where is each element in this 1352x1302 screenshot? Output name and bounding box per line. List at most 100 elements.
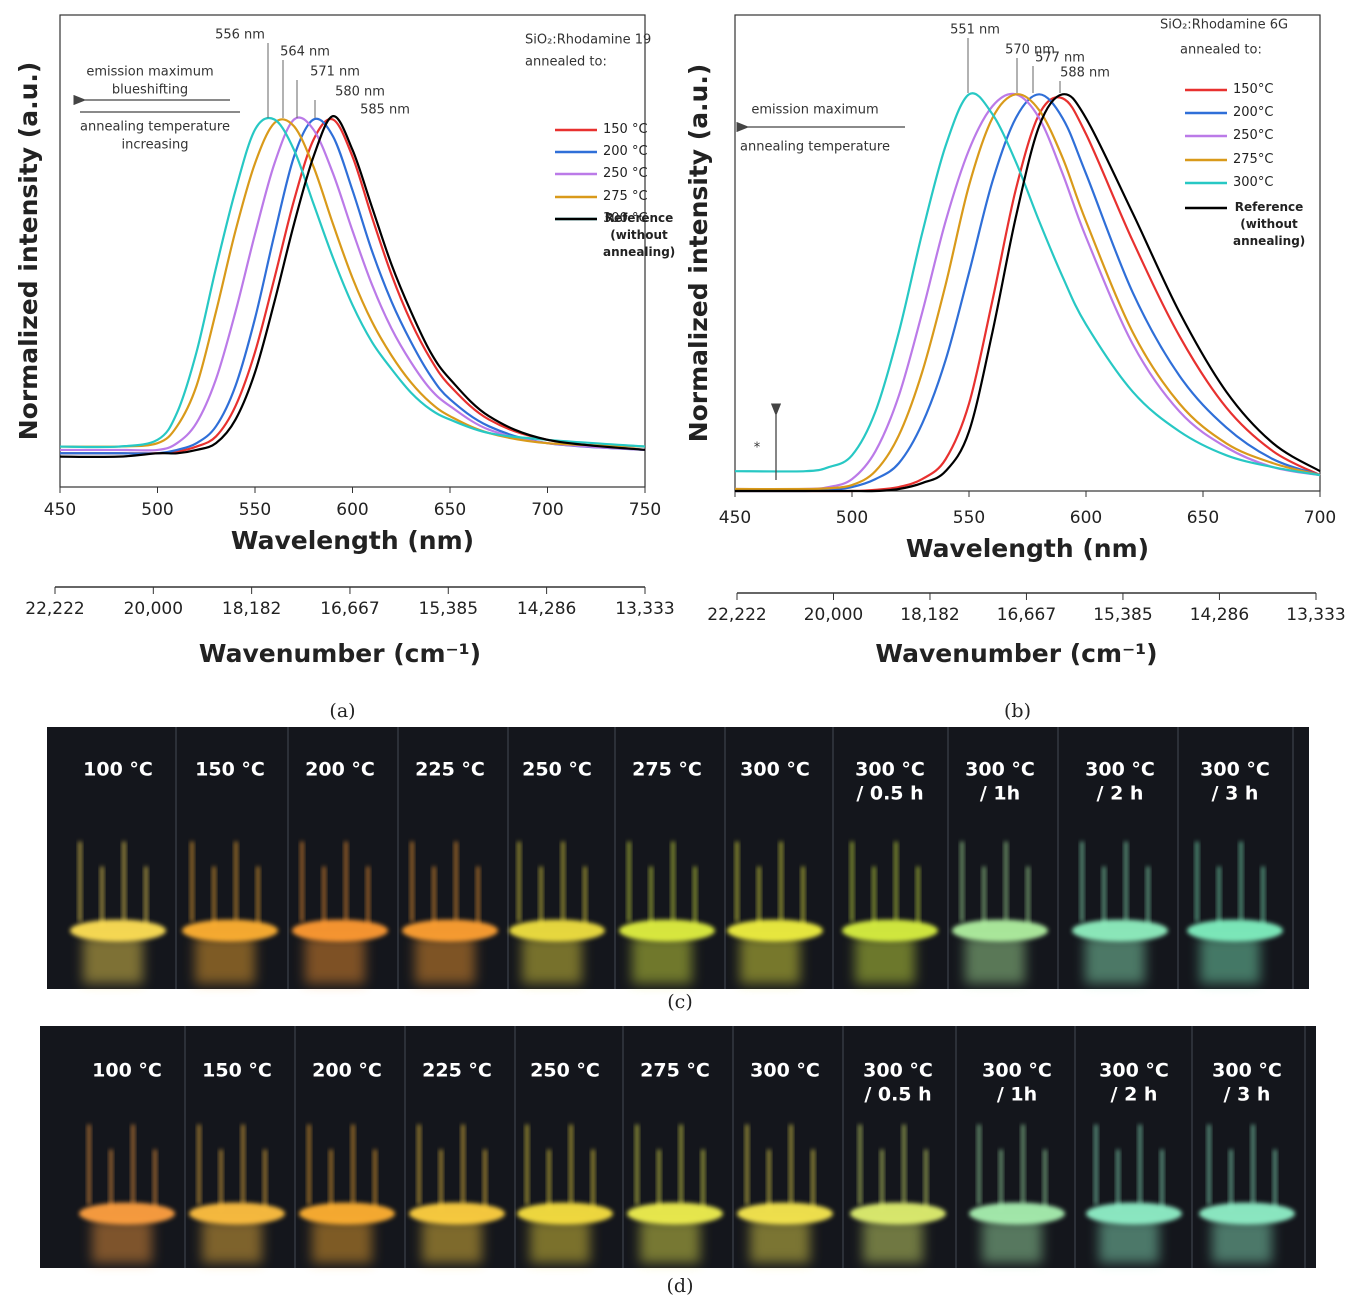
photo-label: 225 °C: [422, 1060, 492, 1082]
glass-streak: [880, 1149, 884, 1210]
spectrum-line: [60, 117, 646, 455]
x-tick-label: 650: [434, 500, 466, 520]
legend-label: 300 °C: [603, 211, 648, 226]
photo-label: / 3 h: [1212, 783, 1259, 805]
sample-glow: [292, 919, 388, 942]
glass-streak: [999, 1149, 1003, 1210]
x-tick-label: 600: [1070, 508, 1102, 528]
glass-streak: [432, 866, 436, 927]
x2-tick-label: 16,667: [320, 599, 379, 619]
sample-glow: [627, 1202, 723, 1225]
sample-glow: [299, 1202, 395, 1225]
photo-label: 225 °C: [415, 759, 485, 781]
legend-label: 250°C: [1233, 128, 1274, 143]
glass-streak: [982, 866, 986, 927]
legend-label: 275 °C: [603, 189, 648, 204]
x2-tick-label: 20,000: [124, 599, 183, 619]
legend-title: SiO₂:Rhodamine 19: [525, 33, 651, 48]
sample-glow: [952, 919, 1048, 942]
legend-label: 300°C: [1233, 175, 1274, 190]
spectrum-line: [734, 93, 1321, 493]
x-tick-label: 600: [336, 500, 368, 520]
photo-label: / 0.5 h: [864, 1084, 931, 1106]
x-tick-label: 750: [629, 500, 661, 520]
legend-title: SiO₂:Rhodamine 6G: [1160, 18, 1288, 33]
glass-streak: [439, 1149, 443, 1210]
glass-streak: [373, 1149, 377, 1210]
peak-label: 571 nm: [310, 65, 360, 80]
glass-streak: [735, 841, 739, 922]
annotation: annealing temperature: [80, 120, 230, 135]
sample-glow: [509, 919, 605, 942]
photo-label: 300 °C: [982, 1060, 1052, 1082]
legend-entry: 250°C: [1233, 128, 1274, 143]
photo-label: 300 °C: [740, 759, 810, 781]
glass-streak: [1239, 841, 1243, 922]
glass-streak: [197, 1124, 201, 1205]
glass-streak: [627, 841, 631, 922]
peak-label: 570 nm: [1005, 43, 1055, 58]
glass-streak: [789, 1124, 793, 1205]
y-axis-title: Normalized intensity (a.u.): [684, 64, 713, 443]
legend-entry: 150°C: [1233, 82, 1273, 97]
glass-streak: [902, 1124, 906, 1205]
panel-caption: (d): [667, 1275, 694, 1297]
reflection: [305, 936, 365, 984]
legend-entry: Reference (without annealing): [603, 211, 675, 259]
x2-tick-label: 13,333: [615, 599, 674, 619]
photo-label: 200 °C: [312, 1060, 382, 1082]
annotation: annealing temperature: [740, 140, 890, 155]
glass-streak: [1004, 841, 1008, 922]
glass-streak: [547, 1149, 551, 1210]
x2-tick-label: 15,385: [1093, 605, 1152, 625]
legend-label: Reference (without annealing): [1233, 200, 1306, 248]
x-tick-label: 650: [1187, 508, 1219, 528]
glass-streak: [757, 866, 761, 927]
legend-entry: Reference (without annealing): [1233, 200, 1306, 248]
sample-glow: [619, 919, 715, 942]
glass-streak: [635, 1124, 639, 1205]
sample-glow: [1199, 1202, 1295, 1225]
photo-label: / 2 h: [1111, 1084, 1158, 1106]
legend-subtitle: annealed to:: [525, 55, 607, 70]
glass-streak: [1102, 866, 1106, 927]
reflection: [415, 936, 475, 984]
plot-frame: [734, 14, 1321, 492]
spectrum-line: [734, 92, 1321, 491]
glass-streak: [78, 841, 82, 922]
glass-streak: [1146, 866, 1150, 927]
photo-label: 300 °C: [863, 1060, 933, 1082]
sample-glow: [850, 1202, 946, 1225]
glass-streak: [977, 1124, 981, 1205]
x-tick-label: 700: [1304, 508, 1336, 528]
sample-glow: [70, 919, 166, 942]
glass-streak: [779, 841, 783, 922]
legend-entry: 200°C: [1233, 105, 1273, 120]
glass-streak: [894, 841, 898, 922]
x-tick-label: 550: [239, 500, 271, 520]
glass-streak: [1138, 1124, 1142, 1205]
glass-streak: [212, 866, 216, 927]
photo-label: 300 °C: [750, 1060, 820, 1082]
x2-tick-label: 16,667: [997, 605, 1056, 625]
spectrum-line: [59, 116, 646, 449]
sample-glow: [517, 1202, 613, 1225]
glass-streak: [1026, 866, 1030, 927]
photo-label: 250 °C: [522, 759, 592, 781]
x2-tick-label: 13,333: [1286, 605, 1345, 625]
x-tick-label: 500: [836, 508, 868, 528]
sample-glow: [1187, 919, 1283, 942]
spectrum-line: [734, 92, 1321, 477]
photo-label: 300 °C: [855, 759, 925, 781]
photo-label: 300 °C: [1212, 1060, 1282, 1082]
photo-label: 300 °C: [1200, 759, 1270, 781]
glass-streak: [234, 841, 238, 922]
glass-streak: [1124, 841, 1128, 922]
reflection: [740, 936, 800, 984]
glass-streak: [561, 841, 565, 922]
glass-streak: [1251, 1124, 1255, 1205]
glass-streak: [153, 1149, 157, 1210]
glass-streak: [87, 1124, 91, 1205]
annotation: increasing: [122, 138, 189, 153]
spectrum-line: [59, 115, 646, 459]
